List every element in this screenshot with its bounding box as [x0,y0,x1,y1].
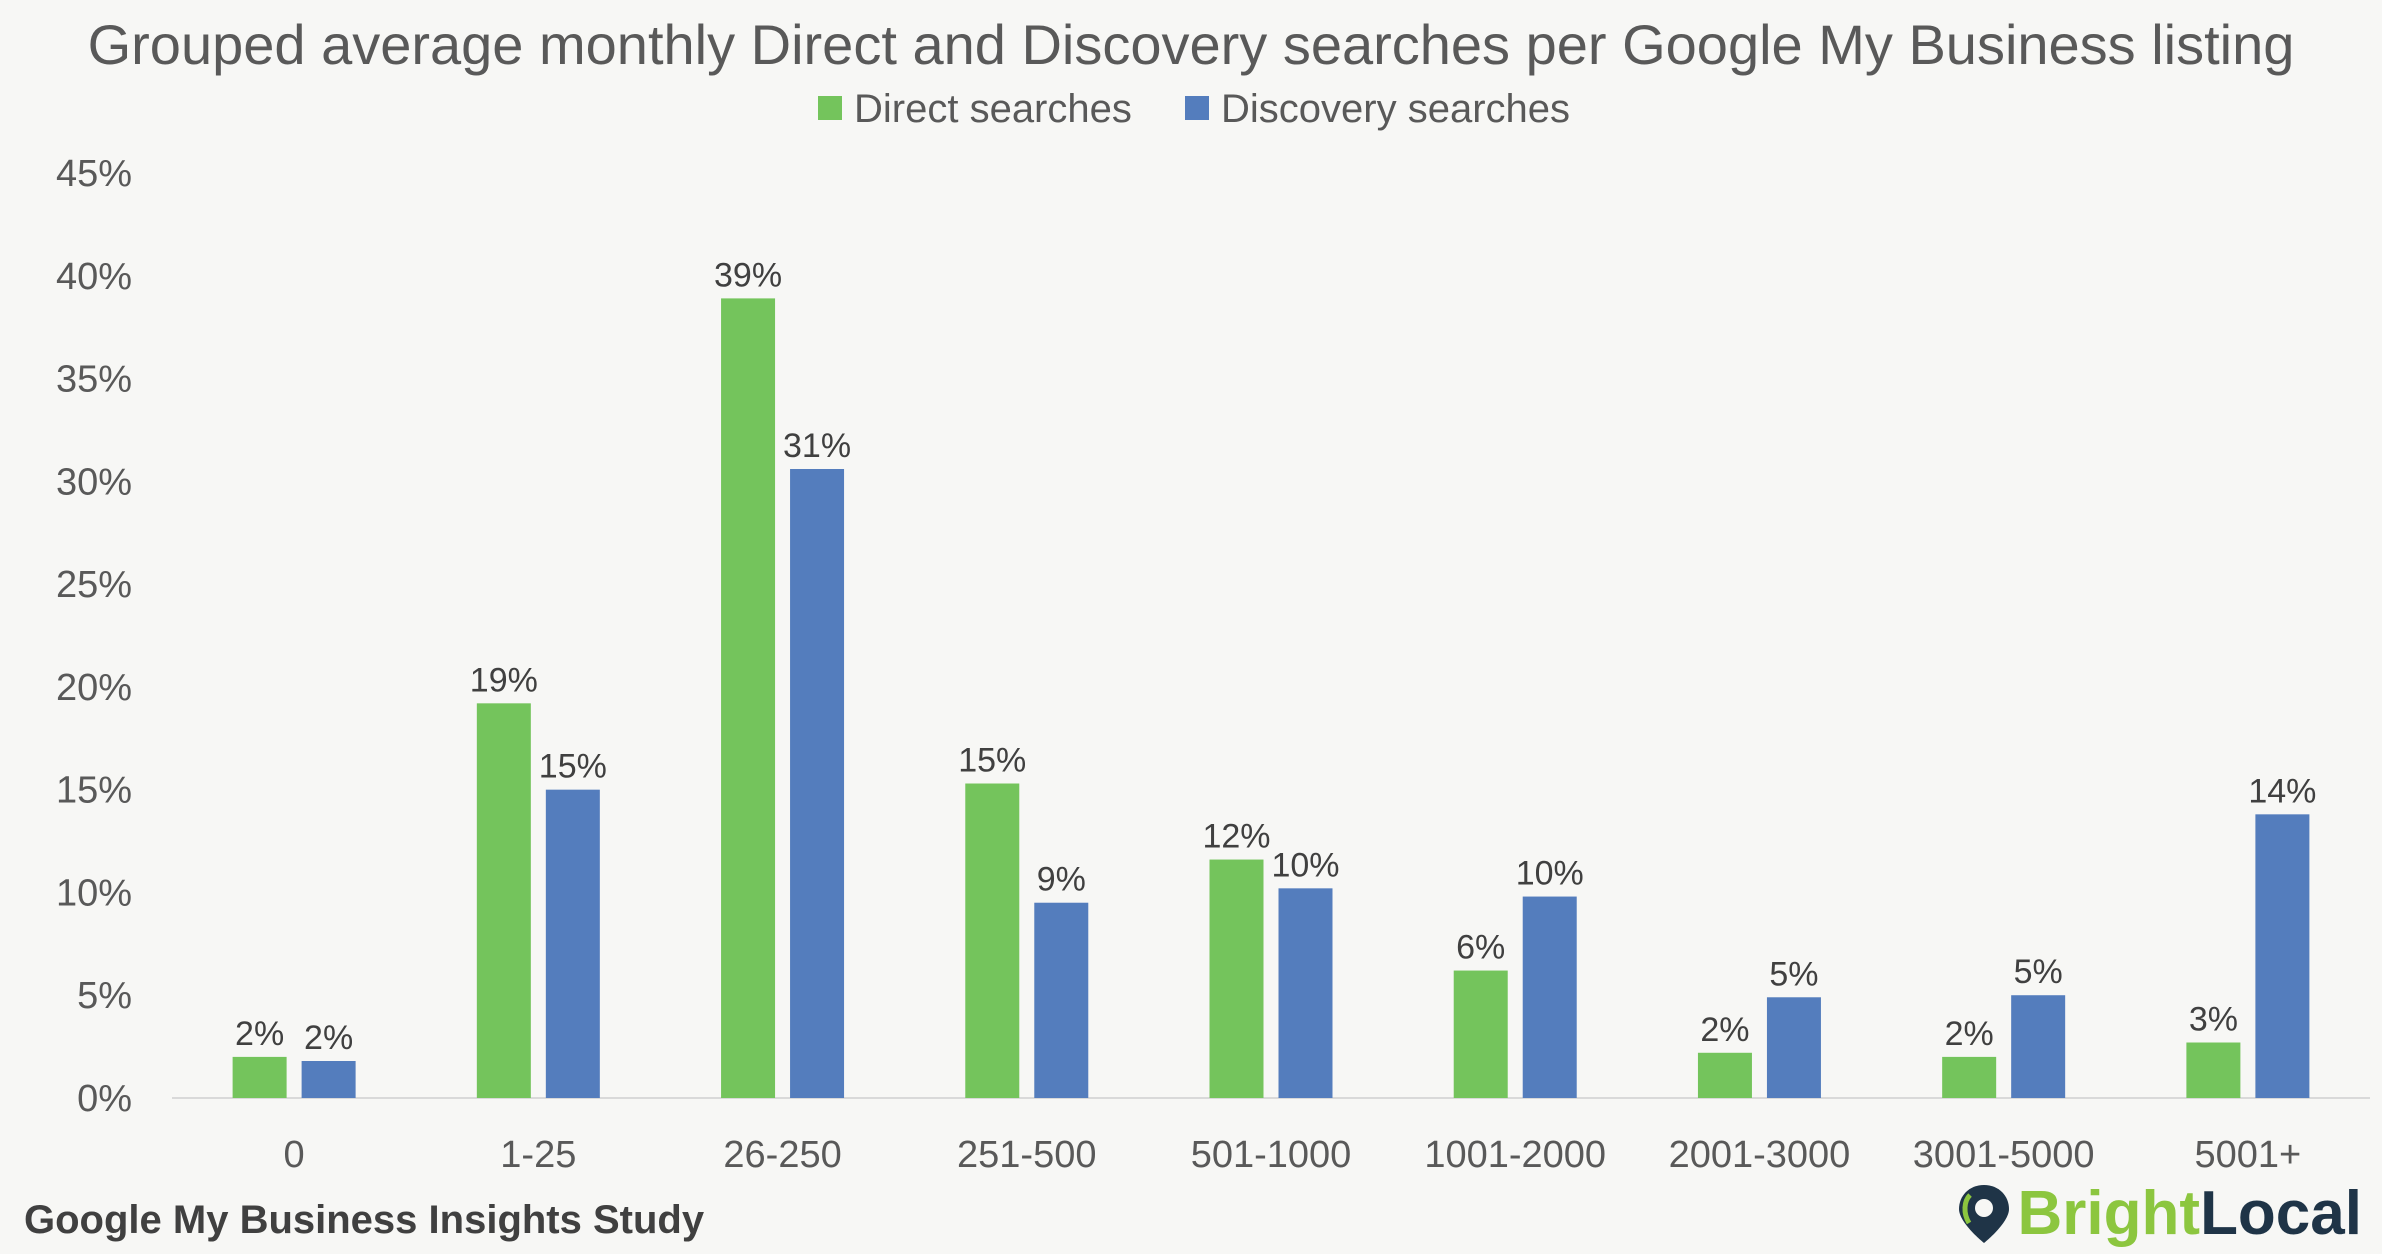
legend: Direct searches Discovery searches [818,87,1570,131]
bar [1453,970,1508,1098]
data-label: 2% [1945,1015,1994,1053]
y-axis: 0% 5% 10% 15% 20% 25% 30% 35% 40% 45% [56,153,132,1120]
y-tick-label: 5% [77,975,132,1017]
data-label: 2% [235,1015,284,1053]
bar [1942,1056,1997,1098]
bar [2255,814,2310,1098]
x-axis: 0 1-25 26-250 251-500 501-1000 1001-2000 2001-… [172,1097,2370,1176]
brand-bright-text: Bright [2017,1179,2201,1248]
y-tick-label: 45% [56,153,132,195]
y-tick-label: 10% [56,872,132,914]
data-label: 10% [1271,846,1339,884]
bar [965,783,1020,1098]
bar [790,469,845,1098]
brand-logo: Bright Local [1954,1178,2362,1249]
bar [2011,995,2066,1098]
legend-label: Direct searches [854,87,1132,131]
data-label: 9% [1037,861,1086,899]
data-label: 15% [539,748,607,786]
bars [232,298,2310,1098]
x-tick-label: 1-25 [500,1134,576,1176]
chart-title: Grouped average monthly Direct and Disco… [88,13,2295,76]
bar [2186,1042,2241,1098]
y-tick-label: 20% [56,667,132,709]
bar [1209,859,1264,1098]
legend-label: Discovery searches [1221,87,1570,131]
y-tick-label: 30% [56,461,132,503]
bar [1697,1052,1752,1098]
data-label: 2% [304,1019,353,1057]
x-tick-label: 501-1000 [1191,1134,1352,1176]
data-label: 15% [958,742,1026,780]
x-tick-label: 251-500 [957,1134,1096,1176]
legend-swatch [818,96,842,120]
data-label: 12% [1202,818,1270,856]
bar [1034,902,1089,1098]
brand-local-text: Local [2200,1179,2362,1248]
data-label: 19% [470,661,538,699]
bar [232,1056,287,1098]
data-label: 14% [2248,772,2316,810]
data-label: 2% [1700,1011,1749,1049]
x-tick-label: 3001-5000 [1913,1134,2095,1176]
bar [476,703,531,1098]
y-tick-label: 25% [56,564,132,606]
x-tick-label: 26-250 [723,1134,841,1176]
y-tick-label: 40% [56,256,132,298]
bar [1278,888,1333,1098]
data-label: 5% [1769,955,1818,993]
x-tick-label: 0 [284,1134,305,1176]
data-label: 31% [783,427,851,465]
bar [1766,997,1821,1098]
data-label: 3% [2189,1001,2238,1039]
x-tick-label: 5001+ [2195,1134,2302,1176]
y-tick-label: 15% [56,770,132,812]
data-label: 6% [1456,929,1505,967]
y-tick-label: 35% [56,359,132,401]
data-labels: 2% 19% 39% 15% 12% 6% 2% 2% 3% 2% 15% 31% 9% 10% 10% 5%… [235,256,2316,1057]
legend-swatch [1185,96,1209,120]
bar [1522,896,1577,1098]
map-pin-icon [1958,1184,2009,1243]
data-label: 5% [2014,953,2063,991]
bar [301,1061,356,1098]
y-tick-label: 0% [77,1078,132,1120]
x-tick-label: 2001-3000 [1669,1134,1851,1176]
x-tick-label: 1001-2000 [1424,1134,1606,1176]
data-label: 39% [714,256,782,294]
data-label: 10% [1516,855,1584,893]
bar [545,789,600,1098]
study-label: Google My Business Insights Study [24,1198,705,1242]
bar [721,298,776,1098]
